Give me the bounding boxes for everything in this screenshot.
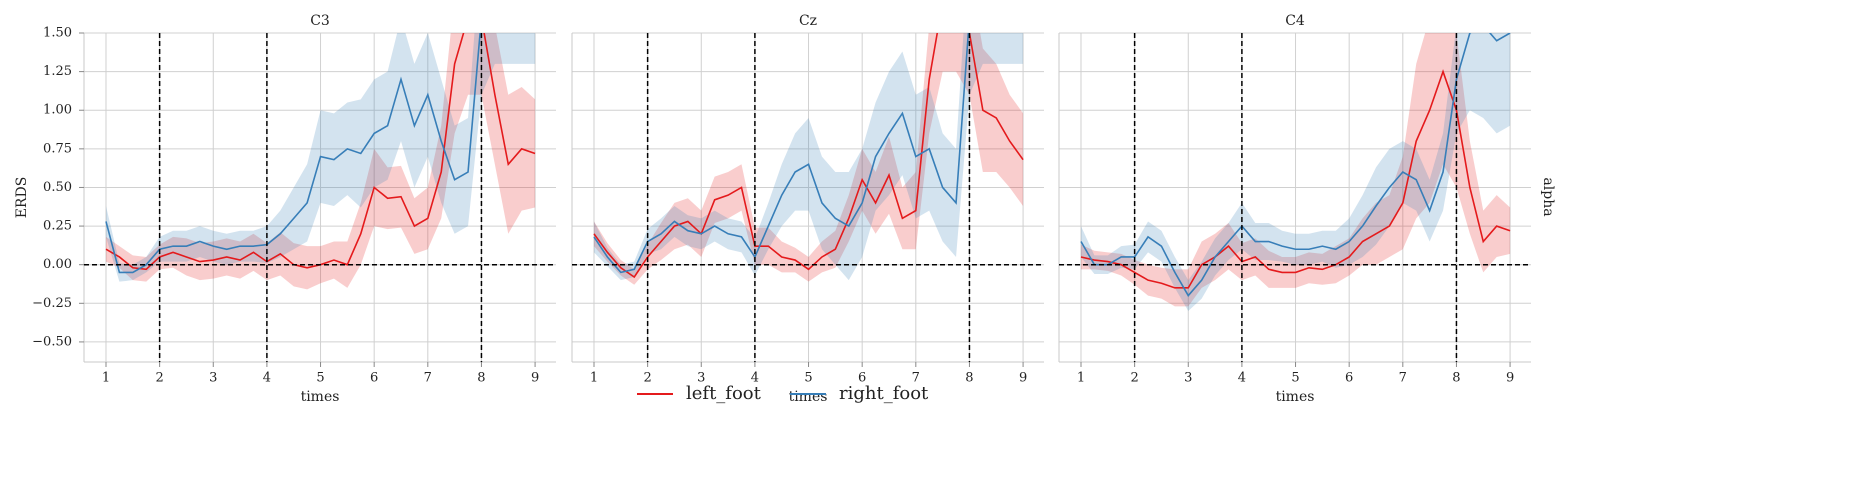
x-tick-label: 8	[1452, 371, 1460, 386]
x-tick-label: 6	[1345, 371, 1353, 386]
y-tick-label: 0.00	[43, 257, 72, 272]
x-tick-label: 2	[155, 371, 163, 386]
y-tick-label: 1.00	[43, 103, 72, 118]
x-tick-label: 5	[1291, 371, 1299, 386]
x-tick-label: 1	[102, 371, 110, 386]
confidence-band	[1080, 33, 1511, 307]
x-tick-label: 7	[912, 371, 920, 386]
x-tick-label: 8	[965, 371, 973, 386]
x-tick-label: 3	[1184, 371, 1192, 386]
panel-title: C3	[310, 13, 330, 29]
series-line: right_foot	[105, 33, 481, 274]
x-tick-label: 5	[804, 371, 812, 386]
y-tick-label: 1.25	[43, 64, 72, 79]
x-tick-label: 6	[858, 371, 866, 386]
x-tick-label: 4	[751, 371, 759, 386]
series-line: right_foot	[593, 33, 970, 274]
series-line: left_foot	[1080, 69, 1511, 289]
x-tick-label: 4	[263, 371, 271, 386]
x-tick-label: 9	[531, 371, 539, 386]
y-tick-label: 0.75	[43, 141, 72, 156]
series-line: right_foot	[1080, 33, 1511, 297]
confidence-band	[593, 33, 1024, 281]
x-tick-label: 3	[209, 371, 217, 386]
x-tick-label: 7	[424, 371, 432, 386]
y-tick-label: 1.50	[43, 26, 72, 41]
x-axis-label: times	[301, 389, 340, 405]
x-tick-label: 8	[477, 371, 485, 386]
y-tick-label: −0.50	[32, 334, 72, 349]
x-tick-label: 9	[1506, 371, 1514, 386]
y-axis-label: ERDS	[14, 177, 30, 219]
x-tick-label: 2	[643, 371, 651, 386]
x-tick-label: 6	[370, 371, 378, 386]
series-line: left_foot	[593, 33, 1024, 279]
x-tick-label: 1	[1077, 371, 1085, 386]
x-tick-label: 5	[316, 371, 324, 386]
confidence-band	[105, 33, 536, 290]
x-tick-label: 9	[1019, 371, 1027, 386]
x-tick-label: 1	[590, 371, 598, 386]
x-axis-label: times	[789, 389, 828, 405]
x-axis-label: times	[1276, 389, 1315, 405]
y-tick-label: −0.25	[32, 296, 72, 311]
x-tick-label: 3	[697, 371, 705, 386]
y-tick-label: 0.50	[43, 180, 72, 195]
confidence-band	[1080, 33, 1511, 312]
confidence-band	[593, 33, 1024, 285]
y-tick-label: 0.25	[43, 219, 72, 234]
x-tick-label: 7	[1399, 371, 1407, 386]
x-tick-label: 4	[1238, 371, 1246, 386]
panel-title: C4	[1285, 13, 1305, 29]
legend-label: left_foot	[686, 383, 762, 404]
x-tick-label: 2	[1130, 371, 1138, 386]
legend-label: right_foot	[839, 383, 929, 404]
panel-title: Cz	[799, 13, 817, 29]
row-label: alpha	[1540, 177, 1556, 216]
